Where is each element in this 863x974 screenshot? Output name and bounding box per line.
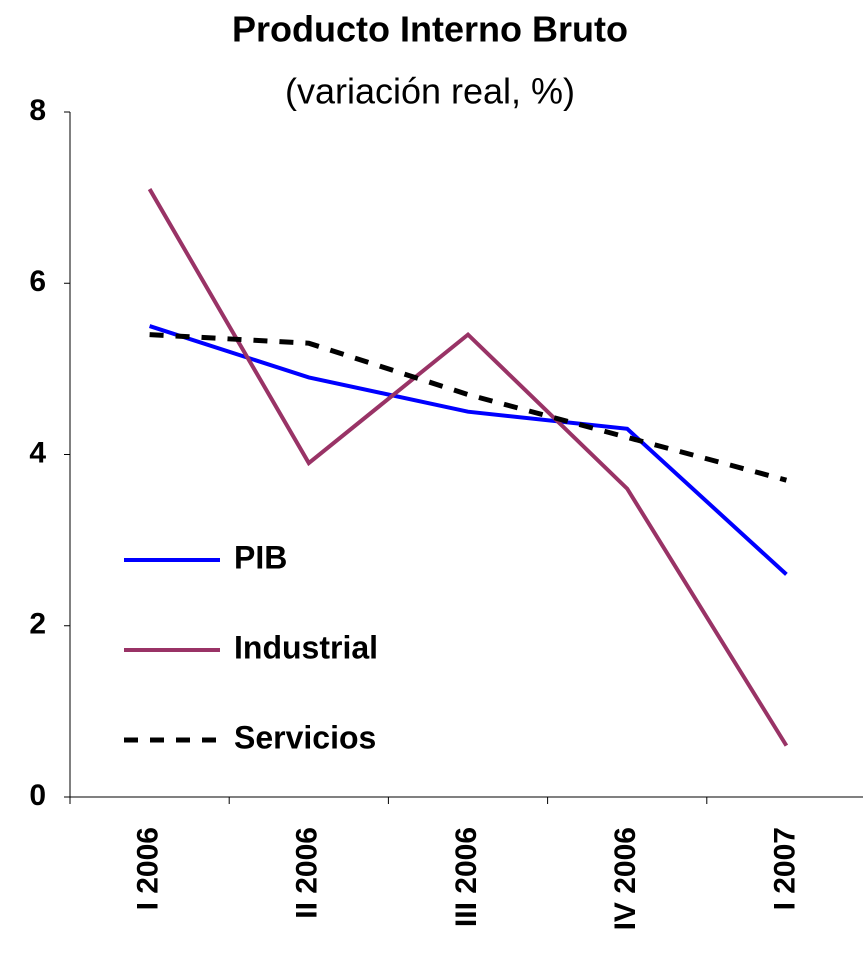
- x-tick-label: III 2006: [450, 827, 483, 927]
- x-tick-label: II 2006: [291, 827, 324, 919]
- legend-label: Industrial: [234, 629, 378, 665]
- legend-label: Servicios: [234, 719, 376, 755]
- legend-label: PIB: [234, 539, 287, 575]
- x-tick-label: I 2007: [768, 827, 801, 910]
- chart-title: Producto Interno Bruto: [232, 9, 628, 50]
- line-series: [148, 324, 788, 576]
- x-tick-label: IV 2006: [609, 827, 642, 930]
- x-tick-label: I 2006: [132, 827, 165, 910]
- chart-subtitle: (variación real, %): [285, 71, 575, 112]
- y-tick-label: 2: [29, 608, 46, 641]
- line-series: [149, 332, 788, 483]
- y-tick-label: 4: [29, 436, 46, 469]
- y-tick-label: 8: [29, 94, 46, 127]
- y-tick-label: 0: [29, 779, 46, 812]
- line-series: [147, 188, 789, 747]
- y-tick-label: 6: [29, 265, 46, 298]
